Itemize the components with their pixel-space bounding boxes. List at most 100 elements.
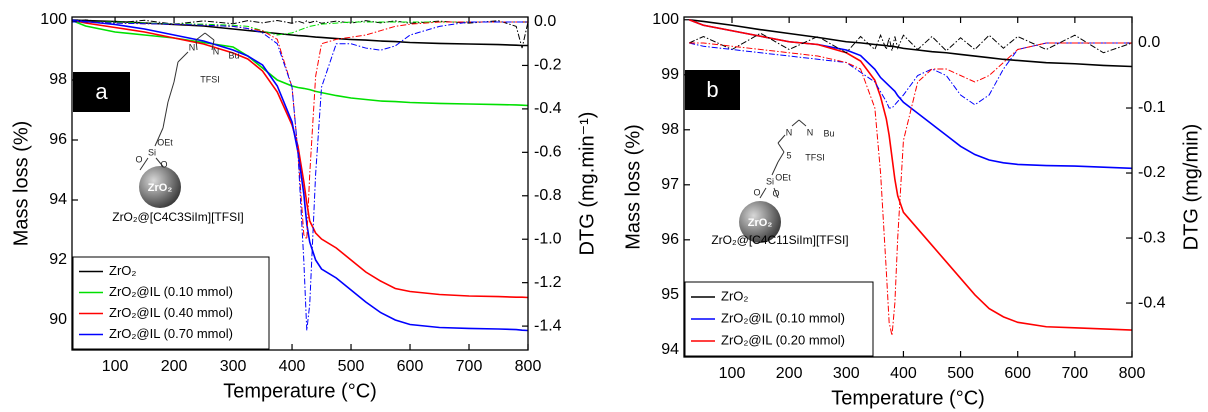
x-axis-label: Temperature (°C) bbox=[831, 387, 985, 409]
sample-caption: ZrO₂@[C4C3SiIm][TFSI] bbox=[112, 210, 244, 224]
legend-label: ZrO₂@IL (0.10 mmol) bbox=[721, 310, 845, 325]
chart-panel: 100 200 300 400 500 600 700 800 94 95 96 97 98 99 100 0… bbox=[622, 11, 1202, 409]
zro2-sphere bbox=[139, 166, 181, 208]
structure-label: N bbox=[807, 127, 814, 137]
structure-label: N bbox=[786, 127, 793, 137]
structure-label: N bbox=[189, 42, 196, 52]
plot-area bbox=[72, 19, 528, 332]
mass-line bbox=[689, 18, 1132, 68]
y-tick-label: 98 bbox=[49, 71, 67, 88]
y-tick-label: 94 bbox=[49, 191, 67, 208]
structure-label: OEt bbox=[157, 137, 173, 147]
structure-label: O bbox=[753, 187, 760, 197]
bond bbox=[173, 61, 179, 83]
bond bbox=[759, 187, 767, 199]
y2-tick-label: -0.8 bbox=[534, 187, 562, 204]
bond bbox=[195, 32, 206, 41]
mass-line bbox=[72, 19, 528, 47]
y-tick-label: 96 bbox=[661, 231, 679, 248]
y-tick-label: 92 bbox=[49, 251, 67, 268]
y2-tick-label: -1.2 bbox=[534, 274, 562, 291]
bond bbox=[154, 127, 164, 147]
structure-label: O bbox=[772, 188, 779, 198]
bond bbox=[791, 119, 800, 127]
y2-tick-label: -1.0 bbox=[534, 230, 562, 247]
x-tick-label: 200 bbox=[161, 358, 188, 375]
structure-label: OEt bbox=[775, 172, 791, 182]
legend-label: ZrO₂ bbox=[109, 263, 136, 278]
plot-frame bbox=[683, 16, 1133, 358]
structure-label: ZrO₂ bbox=[748, 217, 773, 229]
dtg-line bbox=[688, 32, 1132, 54]
x-tick-label: 800 bbox=[1119, 365, 1146, 382]
mass-line bbox=[72, 19, 528, 332]
y2-tick-label: -0.1 bbox=[1138, 99, 1166, 116]
bond bbox=[798, 119, 807, 127]
y2-tick-label: -1.4 bbox=[534, 317, 562, 334]
legend-label: ZrO₂ bbox=[721, 288, 748, 303]
y-tick-label: 96 bbox=[49, 131, 67, 148]
structure-label: O bbox=[160, 159, 167, 169]
bond bbox=[162, 101, 169, 129]
bond bbox=[777, 142, 785, 153]
plot-frame bbox=[71, 16, 529, 351]
y2-tick-label: 0.0 bbox=[1138, 34, 1160, 51]
structure-label: Bu bbox=[823, 128, 834, 138]
bond bbox=[777, 151, 785, 163]
bond bbox=[195, 39, 198, 51]
y-tick-label: 99 bbox=[661, 66, 679, 83]
bond bbox=[771, 161, 779, 176]
x-tick-label: 300 bbox=[833, 365, 860, 382]
x-tick-label: 300 bbox=[220, 358, 247, 375]
y2-axis-label: DTG (mg/min) bbox=[1180, 124, 1202, 251]
structure-label: ZrO₂ bbox=[148, 182, 173, 194]
dtg-line bbox=[72, 21, 528, 331]
y2-tick-label: -0.3 bbox=[1138, 229, 1166, 246]
legend-label: ZrO₂@IL (0.40 mmol) bbox=[109, 305, 233, 320]
y-tick-label: 97 bbox=[661, 176, 679, 193]
x-tick-label: 500 bbox=[338, 358, 365, 375]
chart-panel: 100 200 300 400 500 600 700 800 90 92 94 96 98 100 0.0… bbox=[10, 11, 598, 402]
y2-tick-label: -0.4 bbox=[534, 100, 562, 117]
x-tick-label: 400 bbox=[890, 365, 917, 382]
x-tick-label: 100 bbox=[719, 365, 746, 382]
y2-tick-label: -0.6 bbox=[534, 144, 562, 161]
legend-label: ZrO₂@IL (0.20 mmol) bbox=[721, 332, 845, 347]
x-axis-label: Temperature (°C) bbox=[223, 380, 377, 402]
legend-label: ZrO₂@IL (0.70 mmol) bbox=[109, 326, 233, 341]
dtg-line bbox=[689, 42, 1132, 109]
zro2-sphere bbox=[739, 201, 781, 243]
structure-label: 5 bbox=[786, 150, 791, 160]
structure-label: TFSI bbox=[805, 152, 825, 162]
x-tick-label: 600 bbox=[1004, 365, 1031, 382]
x-tick-label: 800 bbox=[515, 358, 542, 375]
x-tick-label: 700 bbox=[456, 358, 483, 375]
sample-caption: ZrO₂@[C4C11SiIm][TFSI] bbox=[711, 233, 848, 247]
bond bbox=[777, 134, 786, 144]
x-tick-label: 100 bbox=[102, 358, 129, 375]
bond bbox=[204, 32, 215, 41]
legend-box bbox=[72, 256, 270, 350]
structure-label: TFSI bbox=[200, 74, 220, 84]
y-axis-label: Mass loss (%) bbox=[10, 121, 32, 247]
panel-label: b bbox=[706, 77, 718, 102]
bond bbox=[211, 39, 215, 51]
y2-tick-label: -0.2 bbox=[534, 57, 562, 74]
x-tick-label: 600 bbox=[397, 358, 424, 375]
mass-line bbox=[72, 19, 528, 107]
dtg-line bbox=[689, 42, 1132, 336]
bond bbox=[177, 51, 189, 63]
y-tick-label: 98 bbox=[661, 121, 679, 138]
y2-tick-label: 0.0 bbox=[534, 13, 556, 30]
structure-label: O bbox=[135, 154, 142, 164]
bond bbox=[773, 187, 779, 199]
structure-label: Si bbox=[148, 147, 156, 157]
y-tick-label: 95 bbox=[661, 286, 679, 303]
y-tick-label: 94 bbox=[661, 341, 679, 358]
dtg-line bbox=[72, 21, 528, 241]
y2-tick-label: -0.2 bbox=[1138, 164, 1166, 181]
bond bbox=[167, 81, 175, 103]
x-tick-label: 700 bbox=[1062, 365, 1089, 382]
x-tick-label: 400 bbox=[279, 358, 306, 375]
